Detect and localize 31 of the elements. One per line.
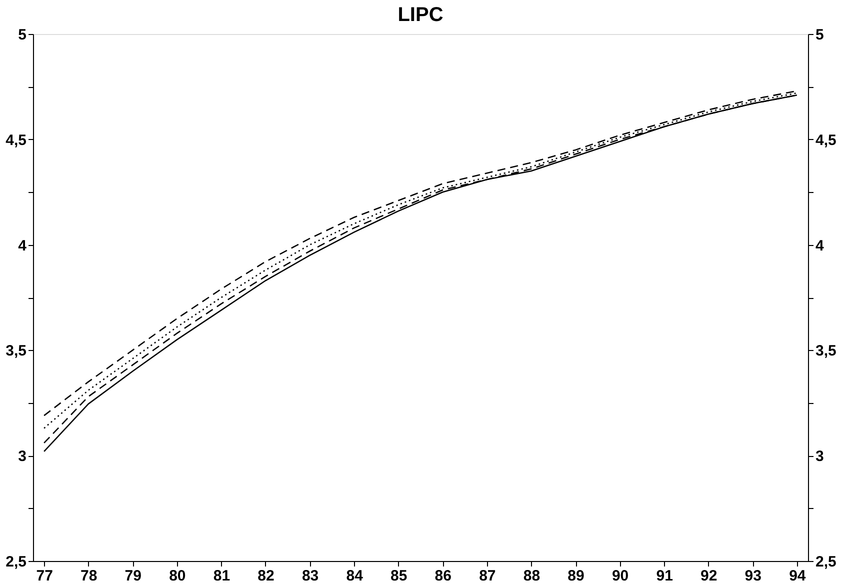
x-tick-label: 88 bbox=[523, 568, 540, 584]
x-tick-label: 77 bbox=[36, 568, 53, 584]
y2-tick-label: 4 bbox=[816, 237, 824, 254]
y2-tick-label: 5 bbox=[816, 26, 824, 44]
x-tick-label: 79 bbox=[124, 568, 142, 584]
x-tick-label: 87 bbox=[479, 568, 496, 584]
x-tick-label: 94 bbox=[789, 568, 806, 584]
x-tick-label: 86 bbox=[434, 568, 452, 584]
x-tick-label: 81 bbox=[213, 568, 230, 584]
x-tick-label: 80 bbox=[169, 568, 186, 584]
x-tick-label: 89 bbox=[568, 568, 584, 584]
x-tick-label: 91 bbox=[656, 568, 673, 584]
y-tick-label: 2,5 bbox=[6, 554, 26, 570]
chart-title: LIPC bbox=[398, 4, 444, 26]
y-tick-label: 3 bbox=[18, 448, 26, 466]
x-tick-label: 92 bbox=[700, 568, 718, 584]
x-tick-label: 78 bbox=[80, 568, 98, 584]
y-tick-label: 3,5 bbox=[6, 342, 26, 360]
y2-tick-label: 4,5 bbox=[816, 132, 836, 149]
x-tick-label: 90 bbox=[612, 568, 629, 584]
x-tick-label: 93 bbox=[744, 568, 762, 584]
y-tick-label: 4,5 bbox=[6, 132, 26, 149]
x-tick-label: 82 bbox=[258, 568, 274, 584]
y-tick-label: 5 bbox=[18, 26, 26, 44]
x-tick-label: 83 bbox=[302, 568, 319, 584]
y2-tick-label: 2,5 bbox=[816, 554, 836, 570]
y-tick-label: 4 bbox=[18, 237, 28, 254]
y2-tick-label: 3 bbox=[816, 448, 824, 466]
y2-tick-label: 3,5 bbox=[816, 342, 836, 360]
x-tick-label: 85 bbox=[390, 568, 408, 584]
x-tick-label: 84 bbox=[346, 568, 364, 584]
